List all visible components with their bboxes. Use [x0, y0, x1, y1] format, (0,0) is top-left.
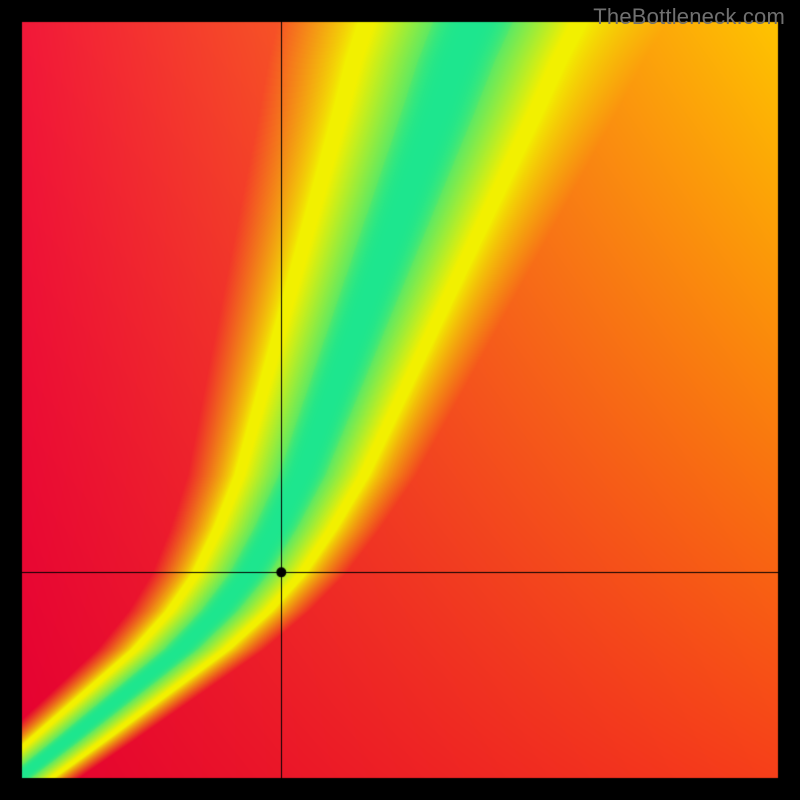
watermark-text: TheBottleneck.com: [593, 4, 785, 30]
bottleneck-heatmap: [0, 0, 800, 800]
